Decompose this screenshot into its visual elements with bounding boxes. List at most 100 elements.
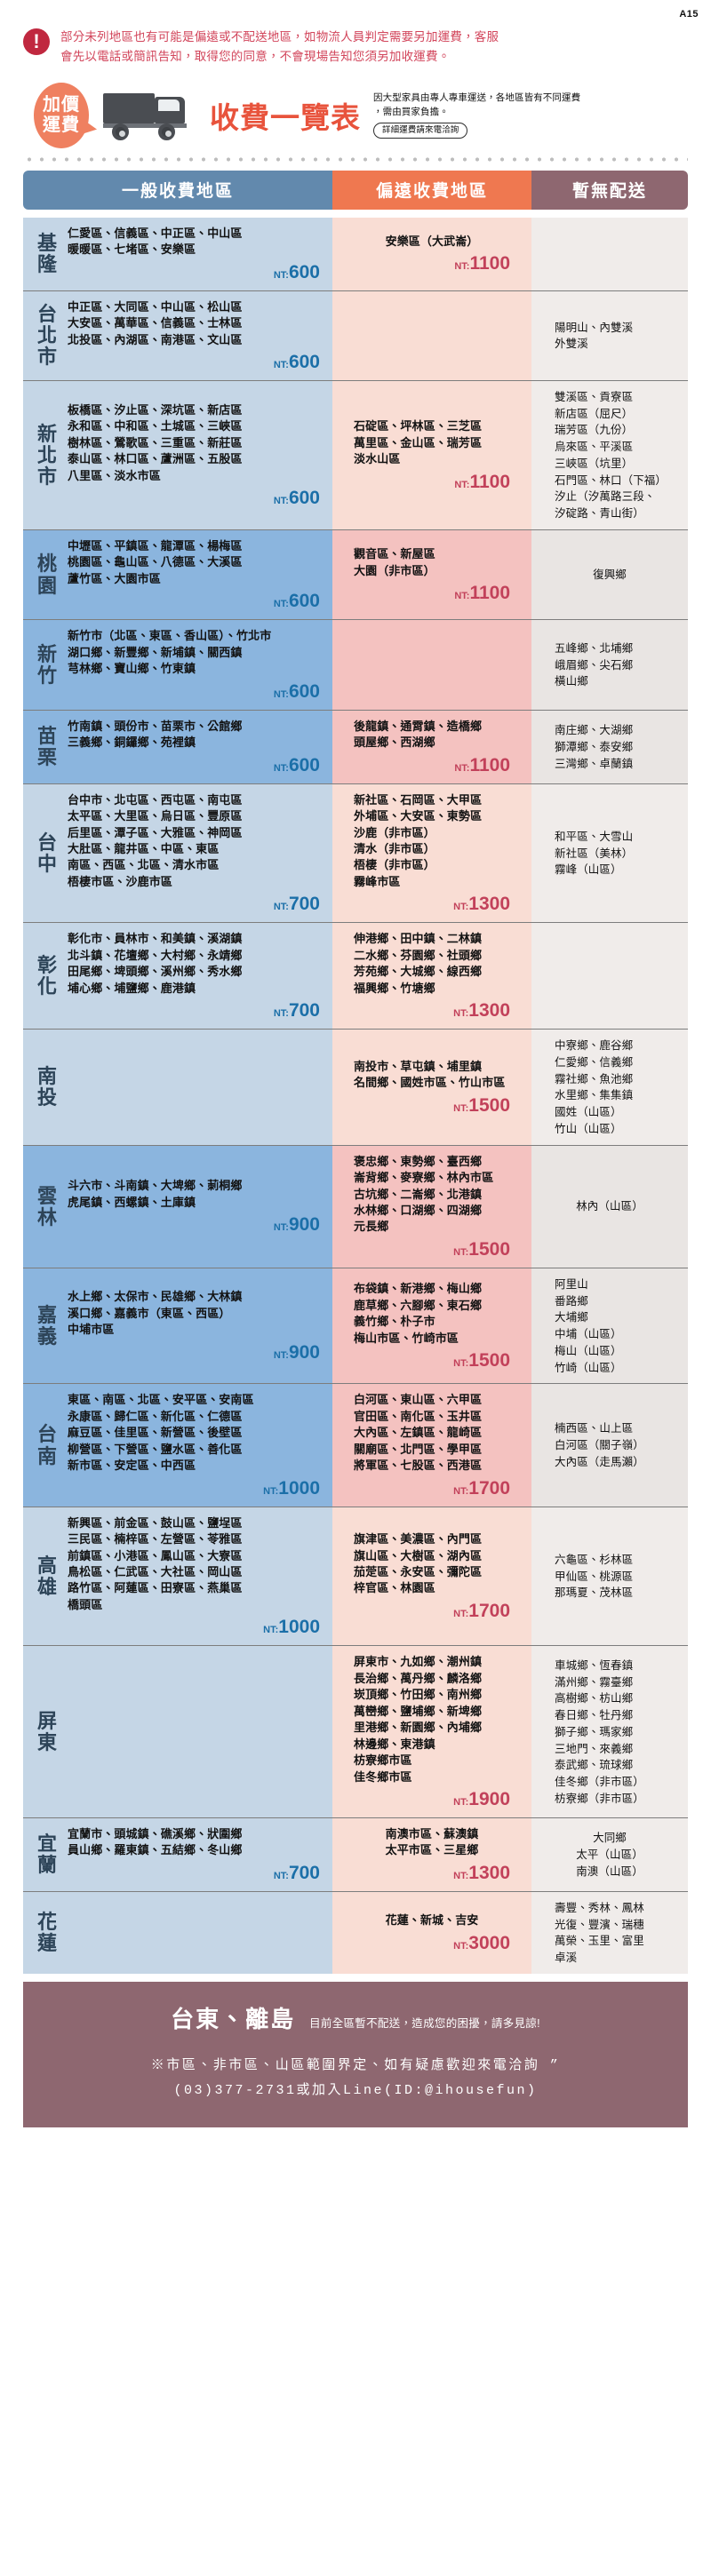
area-list-remote: 布袋鎮、新港鄉、梅山鄉 鹿草鄉、六腳鄉、東石鄉 義竹鄉、朴子市 梅山市區、竹崎市區 [341, 1281, 523, 1347]
price: NT:700 [68, 1000, 324, 1022]
area-list-none: 林內（山區） [540, 1198, 679, 1215]
cell-normal-area: 宜蘭宜蘭市、頭城鎮、礁溪鄉、狀圍鄉 員山鄉、羅東鎮、五結鄉、冬山鄉 NT:700 [23, 1818, 332, 1891]
price: NT:1500 [341, 1095, 523, 1117]
area-list-normal: 水上鄉、太保市、民雄鄉、大林鎮 溪口鄉、嘉義市（東區、西區） 中埔市區 [68, 1289, 324, 1338]
region-char: 園 [36, 574, 57, 597]
cell-remote-area: 花蓮、新城、吉安 NT:3000 [332, 1891, 531, 1974]
area-line: 枋寮鄉（非市區） [555, 1792, 644, 1805]
area-line: 新社區（美林） [555, 847, 634, 860]
area-line: 水里鄉、集集鎮 [555, 1089, 634, 1102]
area-line: 車城鄉、恆春鎮 [555, 1658, 634, 1672]
area-line: 梅山市區、竹崎市區 [354, 1331, 459, 1345]
price-value: 600 [288, 351, 320, 372]
top-notice: ! 部分未列地區也有可能是偏遠或不配送地區，如物流人員判定需要另加運費，客服 會… [0, 0, 711, 67]
cell-normal-area: 嘉義水上鄉、太保市、民雄鄉、大林鎮 溪口鄉、嘉義市（東區、西區） 中埔市區 NT:90… [23, 1268, 332, 1384]
area-line: 長治鄉、萬丹鄉、麟洛鄉 [354, 1671, 483, 1685]
area-list-remote: 石碇區、坪林區、三芝區 萬里區、金山區、瑞芳區 淡水山區 [341, 418, 523, 467]
area-line: 外埔區、大安區、東勢區 [354, 809, 483, 823]
cell-remote-area [332, 620, 531, 710]
price-value: 1100 [469, 471, 510, 492]
area-line: 陽明山、內雙溪 [555, 321, 634, 334]
area-list-none: 五峰鄉、北埔鄉 峨眉鄉、尖石鄉 橫山鄉 [540, 640, 679, 690]
cell-no-delivery [531, 217, 688, 290]
notice-line-2: 會先以電話或簡訊告知，取得您的同意，不會現場告知您須另加收運費。 [60, 49, 451, 63]
area-line: 沙鹿（非市區） [354, 825, 435, 839]
price-currency: NT: [273, 1222, 289, 1234]
area-line: 茄萣區、永安區、彌陀區 [354, 1565, 483, 1579]
price: NT:600 [68, 352, 324, 373]
area-line: 五峰鄉、北埔鄉 [555, 641, 634, 655]
table-row: 基隆仁愛區、信義區、中正區、中山區 暖暖區、七堵區、安樂區 NT:600 安樂區（大武… [23, 217, 688, 291]
region-name: 基隆 [32, 226, 64, 283]
price-currency: NT: [454, 591, 470, 602]
price: NT:1500 [341, 1350, 523, 1371]
price-value: 1700 [468, 1600, 510, 1621]
area-line: 三地門、來義鄉 [555, 1742, 634, 1755]
price-currency: NT: [263, 1485, 279, 1497]
cell-no-delivery: 雙溪區、貢寮區 新店區（屈尺） 瑞芳區（九份） 烏來區、平溪區 三峽區（坑里） 石門區、林… [531, 380, 688, 529]
region-char: 北 [36, 443, 57, 466]
area-line: 桃園區、龜山區、八德區、大溪區 [68, 555, 243, 569]
price-value: 1900 [468, 1789, 510, 1810]
area-line: 旗山區、大樹區、湖內區 [354, 1548, 483, 1562]
area-list-remote: 旗津區、美濃區、內門區 旗山區、大樹區、湖內區 茄萣區、永安區、彌陀區 梓官區、林園區 [341, 1531, 523, 1597]
area-line: 南區、西區、北區、清水市區 [68, 858, 220, 872]
area-line: 板橋區、汐止區、深坑區、新店區 [68, 402, 243, 417]
area-line: 旗津區、美濃區、內門區 [354, 1532, 483, 1546]
region-char: 基 [36, 231, 57, 254]
area-line: 後龍鎮、通霄鎮、造橋鄉 [354, 719, 483, 733]
region-name: 苗栗 [32, 719, 64, 776]
region-char: 栗 [36, 746, 57, 769]
contact-pill[interactable]: 詳細運費請來電洽詢 [373, 122, 468, 139]
area-line: 中壢區、平鎮區、龍潭區、楊梅區 [68, 538, 243, 553]
area-list-remote: 白河區、東山區、六甲區 官田區、南化區、玉井區 大內區、左鎮區、龍崎區 關廟區、北門區… [341, 1392, 523, 1474]
area-line: 崙背鄉、麥寮鄉、林內市區 [354, 1171, 494, 1185]
cell-normal-area: 高雄新興區、前金區、鼓山區、鹽埕區 三民區、楠梓區、左營區、苓雅區 前鎮區、小港區、… [23, 1507, 332, 1646]
price-value: 1700 [468, 1477, 510, 1499]
area-list-normal: 東區、南區、北區、安平區、安南區 永康區、歸仁區、新化區、仁德區 麻豆區、佳里區、新… [68, 1392, 324, 1474]
area-list-normal: 新竹市（北區、東區、香山區）、竹北市 湖口鄉、新豐鄉、新埔鎮、關西鎮 芎林鄉、寶山鄉… [68, 628, 324, 677]
cell-normal-area: 桃園中壢區、平鎮區、龍潭區、楊梅區 桃園區、龜山區、八德區、大溪區 蘆竹區、大園市區… [23, 529, 332, 620]
area-line: 斗六市、斗南鎮、大埤鄉、莿桐鄉 [68, 1179, 243, 1193]
area-line: 三民區、楠梓區、左營區、苓雅區 [68, 1532, 243, 1546]
area-line: 新店區（屈尺） [555, 407, 634, 420]
price-value: 1100 [469, 583, 510, 604]
price: NT:1300 [341, 1863, 523, 1884]
area-line: 高樹鄉、枋山鄉 [555, 1692, 634, 1705]
area-line: 阿里山 [555, 1277, 588, 1291]
area-line: 三灣鄉、卓蘭鎮 [555, 757, 634, 770]
area-line: 關廟區、北門區、學甲區 [354, 1442, 483, 1456]
header-remote-area: 偏遠收費地區 [332, 170, 531, 210]
region-char: 嘉 [36, 1303, 57, 1326]
area-line: 六龜區、杉林區 [555, 1553, 634, 1566]
area-line: 宜蘭市、頭城鎮、礁溪鄉、狀圍鄉 [68, 1827, 243, 1841]
region-char: 花 [36, 1911, 57, 1934]
area-list-none: 六龜區、杉林區 甲仙區、桃源區 那瑪夏、茂林區 [540, 1552, 679, 1602]
area-list-none: 南庄鄉、大湖鄉 獅潭鄉、泰安鄉 三灣鄉、卓蘭鎮 [540, 722, 679, 772]
area-line: 萬巒鄉、鹽埔鄉、新埤鄉 [354, 1704, 483, 1718]
region-char: 南 [36, 1444, 57, 1467]
area-list-none: 陽明山、內雙溪 外雙溪 [540, 320, 679, 354]
truck-icon [103, 88, 199, 143]
price: NT:1500 [341, 1239, 523, 1260]
region-char: 桃 [36, 553, 57, 576]
region-char: 高 [36, 1554, 57, 1577]
region-name: 台北市 [32, 299, 64, 373]
area-line: 梓官區、林園區 [354, 1581, 435, 1595]
table-row: 宜蘭宜蘭市、頭城鎮、礁溪鄉、狀圍鄉 員山鄉、羅東鎮、五結鄉、冬山鄉 NT:700 南澳… [23, 1818, 688, 1892]
cell-normal-area: 新竹新竹市（北區、東區、香山區）、竹北市 湖口鄉、新豐鄉、新埔鎮、關西鎮 芎林鄉、寶… [23, 620, 332, 710]
region-char: 市 [36, 465, 57, 489]
footer-notice: 台東、離島 目前全區暫不配送，造成您的困擾，請多見諒! ※市區、非市區、山區範圍… [23, 1981, 688, 2127]
price-value: 900 [288, 1341, 320, 1363]
area-line: 外雙溪 [555, 338, 588, 351]
price-currency: NT: [273, 688, 289, 700]
cell-remote-area: 白河區、東山區、六甲區 官田區、南化區、玉井區 大內區、左鎮區、龍崎區 關廟區、北門區… [332, 1384, 531, 1507]
badge-line-2: 運費 [43, 115, 80, 135]
footer-heading: 台東、離島 目前全區暫不配送，造成您的困擾，請多見諒! [23, 2001, 688, 2034]
area-list-normal: 中壢區、平鎮區、龍潭區、楊梅區 桃園區、龜山區、八德區、大溪區 蘆竹區、大園市區 [68, 538, 324, 587]
page-number: A15 [679, 9, 699, 20]
area-line: 大內區（走馬瀨） [555, 1455, 644, 1468]
area-line: 二水鄉、芬園鄉、社頭鄉 [354, 948, 483, 962]
area-line: 后里區、潭子區、大雅區、神岡區 [68, 825, 243, 839]
area-line: 萬里區、金山區、瑞芳區 [354, 435, 483, 449]
